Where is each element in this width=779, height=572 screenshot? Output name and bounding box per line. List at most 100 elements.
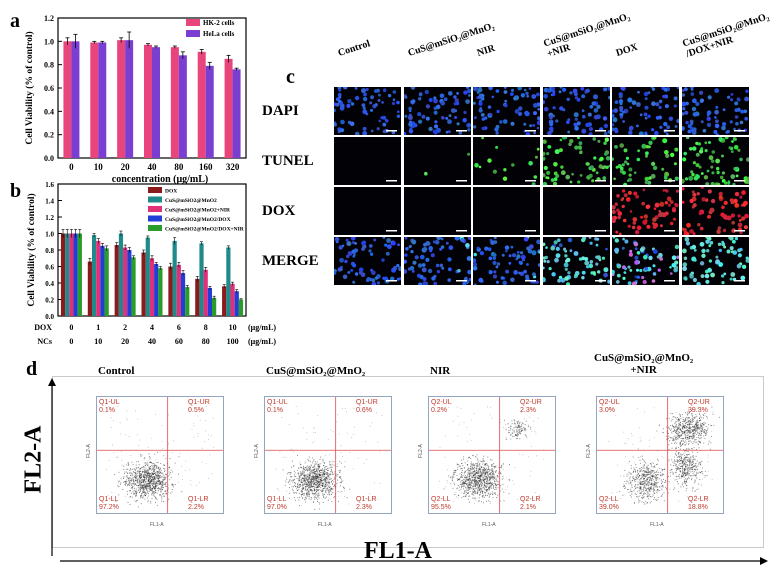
cell-nucleus xyxy=(685,222,691,228)
cell-nucleus xyxy=(713,116,717,119)
cell-nucleus xyxy=(595,171,599,175)
micrograph-image xyxy=(681,187,749,235)
cell-nucleus xyxy=(466,152,470,156)
x-tick-label: 2 xyxy=(123,323,127,332)
cell-nucleus xyxy=(615,165,619,169)
cell-nucleus xyxy=(461,117,467,123)
cell-nucleus xyxy=(495,145,499,149)
cell-nucleus xyxy=(648,255,653,261)
cell-nucleus xyxy=(377,99,381,102)
cell-nucleus xyxy=(707,244,711,248)
cell-nucleus xyxy=(445,130,448,134)
cell-nucleus xyxy=(707,141,711,144)
legend-label: HeLa cells xyxy=(203,30,235,38)
cell-nucleus xyxy=(433,124,438,129)
cell-nucleus xyxy=(478,277,484,283)
cell-nucleus xyxy=(659,212,665,217)
cell-nucleus xyxy=(410,87,415,90)
cell-nucleus xyxy=(684,237,689,242)
x-tick-label: 10 xyxy=(94,337,102,346)
scale-bar xyxy=(664,130,675,132)
cell-nucleus xyxy=(692,127,697,132)
cell-nucleus xyxy=(501,253,505,257)
micrograph-image xyxy=(474,137,540,185)
cell-nucleus xyxy=(652,264,656,268)
cell-nucleus xyxy=(542,139,547,144)
cell-nucleus xyxy=(335,102,340,107)
cell-nucleus xyxy=(643,214,648,219)
bar xyxy=(212,297,217,316)
cell-nucleus xyxy=(733,145,738,150)
cell-nucleus xyxy=(548,115,553,120)
cell-nucleus xyxy=(433,110,438,115)
cell-nucleus xyxy=(718,193,722,196)
cell-nucleus xyxy=(563,254,568,258)
cell-nucleus xyxy=(693,175,698,181)
cell-nucleus xyxy=(670,221,674,226)
cell-nucleus xyxy=(706,122,711,128)
cell-nucleus xyxy=(695,163,699,168)
legend-label: CuS@mSiO2@MnO2/DOX+NIR xyxy=(165,227,245,233)
cell-nucleus xyxy=(612,209,616,215)
bar xyxy=(65,233,70,316)
cell-nucleus xyxy=(559,138,562,142)
cell-nucleus xyxy=(568,91,573,95)
x-row-unit: (μg/mL) xyxy=(248,323,276,332)
cell-nucleus xyxy=(699,147,703,151)
cell-nucleus xyxy=(632,217,638,222)
cell-nucleus xyxy=(378,119,381,123)
y-tick-label: 1.6 xyxy=(45,181,54,189)
cell-nucleus xyxy=(478,108,483,113)
cell-nucleus xyxy=(616,280,620,284)
cell-nucleus xyxy=(743,96,749,102)
cell-nucleus xyxy=(574,271,579,276)
cell-nucleus xyxy=(553,171,558,176)
cell-nucleus xyxy=(714,255,718,259)
micrograph-cell xyxy=(612,137,679,185)
cell-nucleus xyxy=(593,237,598,241)
bar xyxy=(114,245,119,316)
cell-nucleus xyxy=(688,273,692,277)
cell-nucleus xyxy=(627,224,631,228)
legend-swatch xyxy=(148,196,162,203)
cell-nucleus xyxy=(676,255,679,259)
cell-nucleus xyxy=(334,237,340,242)
cell-nucleus xyxy=(430,253,435,258)
cell-nucleus xyxy=(467,94,471,97)
cell-nucleus xyxy=(352,263,357,268)
micrograph-image xyxy=(612,188,679,235)
x-tick-label: 40 xyxy=(148,162,158,172)
cell-nucleus xyxy=(614,238,619,243)
cell-nucleus xyxy=(612,157,614,161)
micrograph-image xyxy=(473,87,540,135)
cell-nucleus xyxy=(340,268,343,271)
cell-nucleus xyxy=(384,243,388,247)
cell-nucleus xyxy=(465,87,469,89)
cell-nucleus xyxy=(448,114,451,117)
cell-nucleus xyxy=(662,189,666,192)
cell-nucleus xyxy=(417,119,422,124)
cell-nucleus xyxy=(435,104,440,110)
cell-nucleus xyxy=(706,116,711,121)
cell-nucleus xyxy=(700,248,706,254)
cell-nucleus xyxy=(627,190,632,195)
cell-nucleus xyxy=(550,87,555,91)
row-label: DAPI xyxy=(262,103,299,119)
cell-nucleus xyxy=(737,222,742,228)
cell-nucleus xyxy=(396,114,401,118)
cell-nucleus xyxy=(410,239,416,245)
cell-nucleus xyxy=(583,257,588,261)
cell-nucleus xyxy=(629,106,632,109)
cell-nucleus xyxy=(574,117,578,121)
cell-nucleus xyxy=(427,245,433,251)
cell-nucleus xyxy=(614,100,619,104)
cell-nucleus xyxy=(619,94,623,99)
x-tick-label: 40 xyxy=(148,337,156,346)
cell-nucleus xyxy=(474,163,479,168)
cell-nucleus xyxy=(542,259,546,263)
cell-nucleus xyxy=(636,124,639,128)
cell-nucleus xyxy=(404,237,407,240)
cell-nucleus xyxy=(681,248,687,254)
cell-nucleus xyxy=(566,271,570,275)
